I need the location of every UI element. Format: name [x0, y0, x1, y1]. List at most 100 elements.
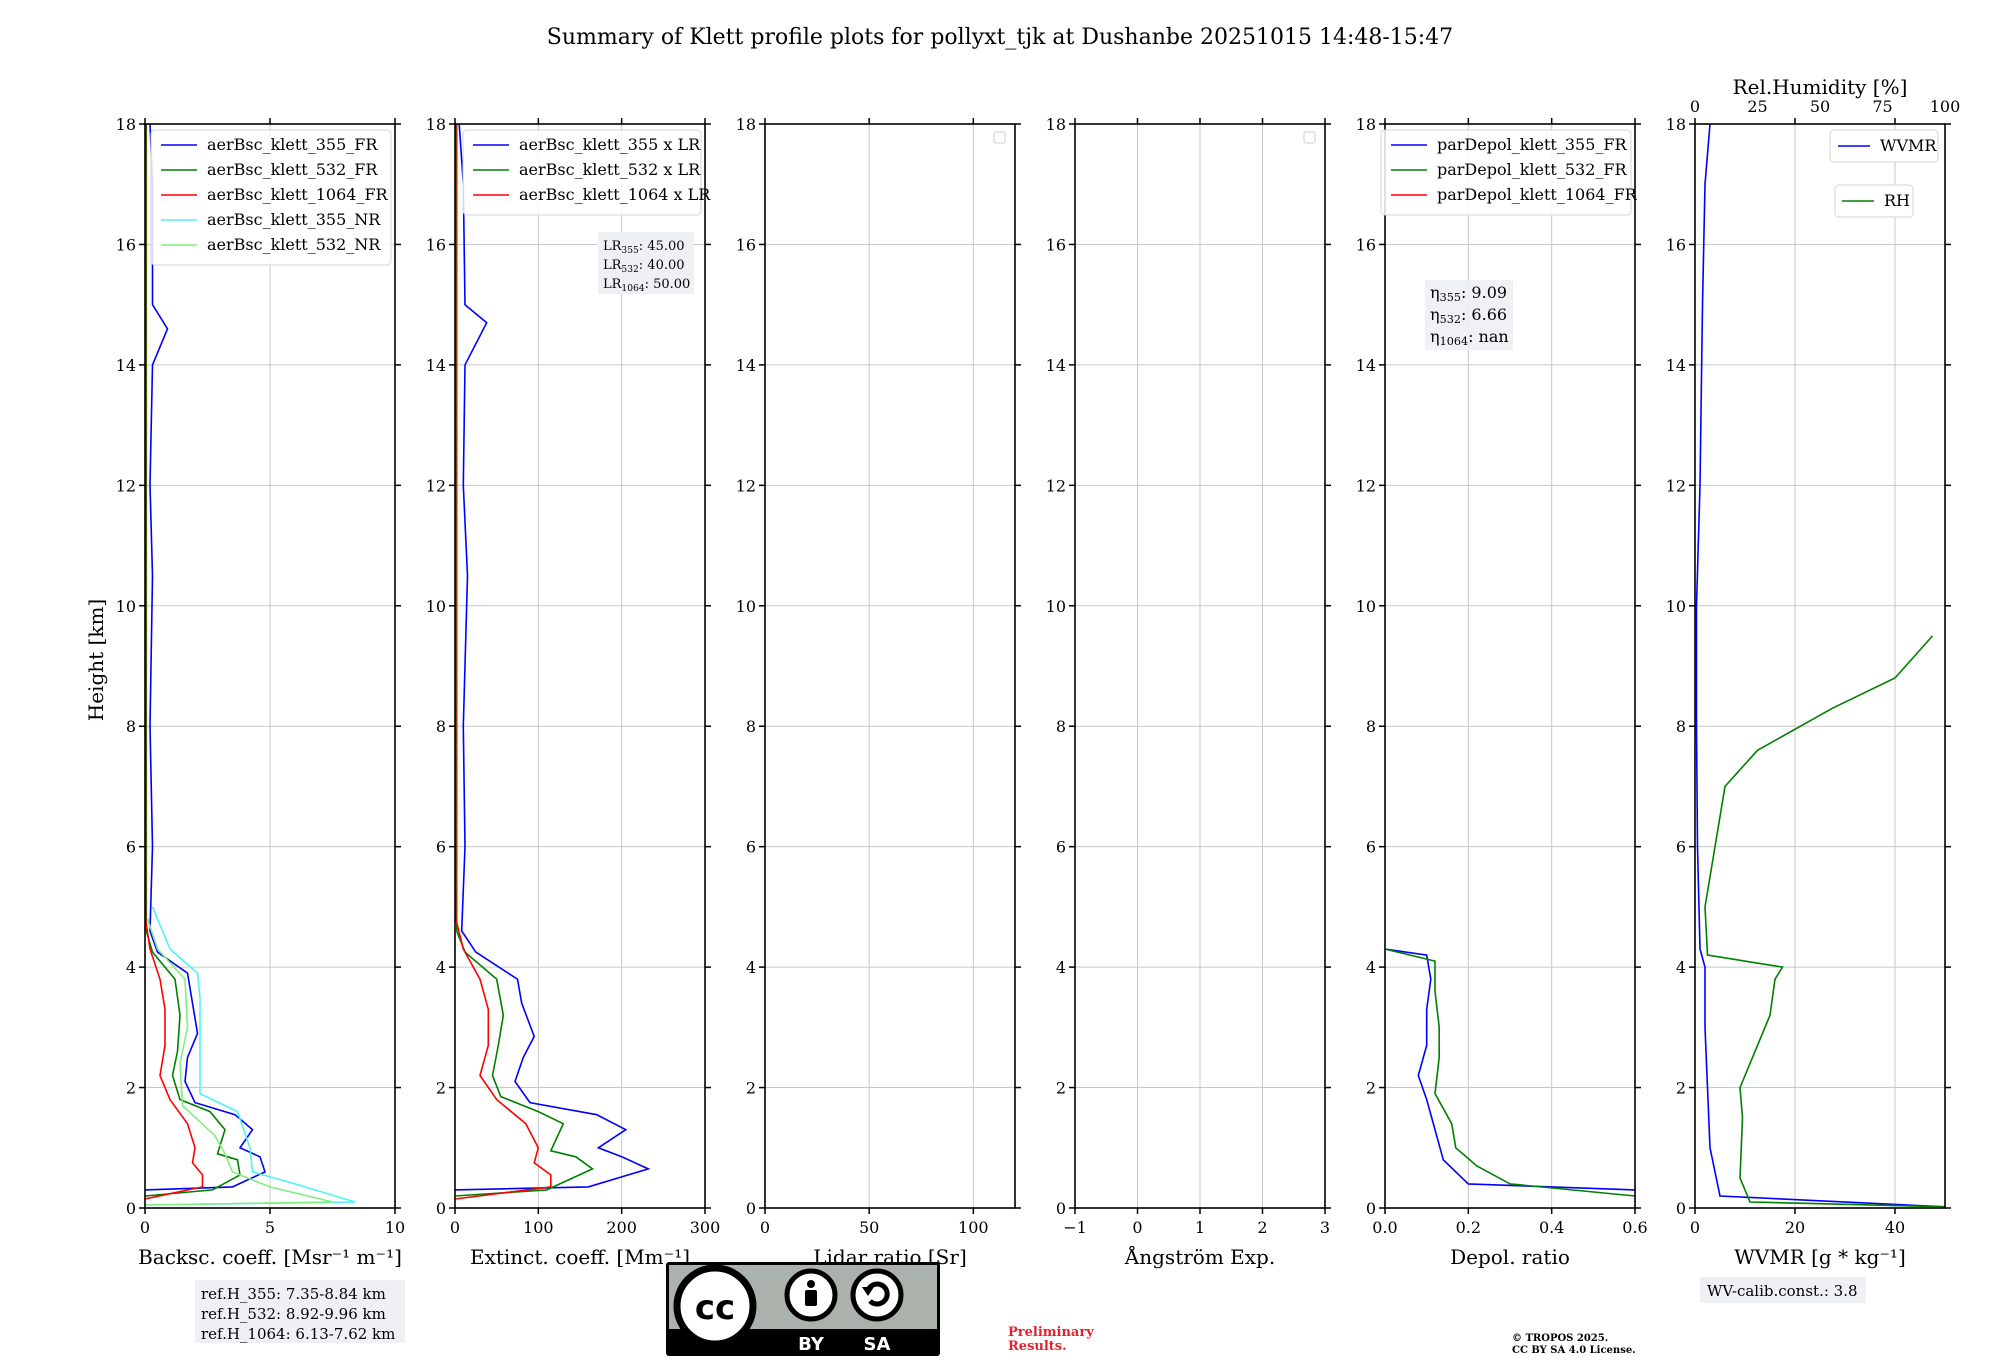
- y-tick-label: 8: [126, 717, 136, 736]
- panels-group: 0 2 4 6 8 10 12 14 16 18 0 5 10 Backsc. coeff. [Msr⁻¹…: [116, 75, 1961, 1269]
- x-tick-label: 0: [1690, 1218, 1700, 1237]
- series-line-1: [455, 124, 651, 1191]
- y-tick-label: 8: [746, 717, 756, 736]
- y-tick-label: 6: [1056, 838, 1066, 857]
- rh-tick-label: 50: [1810, 97, 1830, 116]
- y-tick-label: 0: [436, 1199, 446, 1218]
- x-tick-label: 0.0: [1372, 1218, 1397, 1237]
- x-tick-label: 5: [265, 1218, 275, 1237]
- x-tick-label: 0: [760, 1218, 770, 1237]
- x-tick-label: 0.4: [1539, 1218, 1564, 1237]
- x-tick-label: −1: [1063, 1218, 1087, 1237]
- x-tick-label: 0: [450, 1218, 460, 1237]
- legend-frame: [1380, 129, 1632, 216]
- x-tick-label: 0: [1132, 1218, 1142, 1237]
- y-tick-label: 14: [1356, 356, 1376, 375]
- y-tick-label: 14: [736, 356, 756, 375]
- y-tick-label: 0: [746, 1199, 756, 1218]
- panel-data: [1695, 124, 1945, 1208]
- legend-wvmr-frame: [1829, 129, 1939, 163]
- series-line-1: [145, 124, 266, 1191]
- eta-entry: η355: 9.09: [1430, 283, 1507, 304]
- y-tick-label: 18: [116, 115, 136, 134]
- y-tick-label: 12: [1666, 476, 1686, 495]
- x-axis-label: WVMR [g * kg⁻¹]: [1734, 1245, 1906, 1269]
- y-tick-label: 10: [736, 597, 756, 616]
- x-tick-label: 0.2: [1456, 1218, 1481, 1237]
- copyright-line-2: CC BY SA 4.0 License.: [1512, 1345, 1636, 1356]
- legend-entry: aerBsc_klett_355 x LR: [519, 135, 701, 154]
- y-tick-label: 14: [1046, 356, 1066, 375]
- y-tick-label: 14: [1666, 356, 1686, 375]
- y-tick-label: 2: [126, 1079, 136, 1098]
- legend-entry: aerBsc_klett_532_FR: [207, 160, 378, 179]
- copyright-line-1: © TROPOS 2025.: [1512, 1333, 1608, 1344]
- y-tick-label: 18: [1356, 115, 1376, 134]
- y-tick-label: 16: [116, 235, 136, 254]
- series-line-3: [145, 124, 204, 1200]
- x-tick-label: 10: [385, 1218, 405, 1237]
- y-tick-label: 2: [1676, 1079, 1686, 1098]
- x-tick-label: 100: [958, 1218, 989, 1237]
- eta-entry: η532: 6.66: [1430, 305, 1507, 326]
- y-tick-label: 4: [746, 958, 756, 977]
- legend-entry: aerBsc_klett_1064_FR: [207, 185, 389, 204]
- preliminary-label-2: Results.: [1008, 1339, 1067, 1354]
- y-tick-label: 18: [736, 115, 756, 134]
- x-tick-label: 0: [140, 1218, 150, 1237]
- panel-frame: [1074, 123, 1326, 1209]
- empty-legend: [1303, 131, 1316, 144]
- legend-entry: aerBsc_klett_355_NR: [207, 210, 381, 229]
- panel-frame: [1694, 123, 1946, 1209]
- x-axis-label: Backsc. coeff. [Msr⁻¹ m⁻¹]: [138, 1245, 402, 1269]
- cc-sa-label: SA: [864, 1334, 891, 1355]
- wv-calib-box: WV-calib.const.: 3.8: [1700, 1277, 1866, 1303]
- y-tick-label: 12: [426, 476, 446, 495]
- svg-text:cc: cc: [695, 1288, 735, 1328]
- y-tick-label: 8: [1366, 717, 1376, 736]
- y-tick-label: 16: [736, 235, 756, 254]
- series-line-1: [1695, 124, 1945, 1208]
- y-tick-label: 16: [1666, 235, 1686, 254]
- series-line-3: [455, 124, 552, 1200]
- lidar-ratio-entry: LR1064: 50.00: [603, 277, 690, 294]
- share-alike-icon: [850, 1268, 904, 1322]
- y-tick-label: 12: [736, 476, 756, 495]
- y-tick-label: 0: [1366, 1199, 1376, 1218]
- ref-height-355: ref.H_355: 7.35-8.84 km: [201, 1285, 386, 1303]
- panel-5: 0 2 4 6 8 10 12 14 16 18 0.0 0.2 0.4 0.6 Depol. ratio p…: [1356, 115, 1648, 1269]
- x-axis-label: Depol. ratio: [1450, 1245, 1570, 1269]
- y-tick-label: 6: [126, 838, 136, 857]
- panel-data: [1385, 948, 1635, 1197]
- panel-frame: [1384, 123, 1636, 1209]
- panel-1: 0 2 4 6 8 10 12 14 16 18 0 5 10 Backsc. coeff. [Msr⁻¹…: [116, 115, 406, 1269]
- legend: parDepol_klett_355_FR parDepol_klett_532_…: [1380, 129, 1638, 216]
- y-tick-label: 16: [1356, 235, 1376, 254]
- eta-entry: η1064: nan: [1430, 327, 1509, 348]
- series-line-4: [145, 906, 356, 1206]
- panel-frame: [764, 123, 1016, 1209]
- y-tick-label: 6: [1366, 838, 1376, 857]
- panel-data: [455, 124, 651, 1200]
- y-tick-label: 6: [436, 838, 446, 857]
- preliminary-label-1: Preliminary: [1008, 1325, 1094, 1340]
- ref-height-532: ref.H_532: 8.92-9.96 km: [201, 1305, 386, 1323]
- x-axis-label: Extinct. coeff. [Mm⁻¹]: [470, 1245, 690, 1269]
- y-tick-label: 2: [1366, 1079, 1376, 1098]
- legend-entry: aerBsc_klett_532 x LR: [519, 160, 701, 179]
- legend-wvmr: WVMR: [1829, 129, 1939, 163]
- y-tick-label: 4: [1366, 958, 1376, 977]
- ref-height-1064: ref.H_1064: 6.13-7.62 km: [201, 1325, 395, 1343]
- y-tick-label: 10: [426, 597, 446, 616]
- y-tick-label: 18: [426, 115, 446, 134]
- legend-entry: parDepol_klett_1064_FR: [1437, 185, 1638, 204]
- panel-frame: [144, 123, 396, 1209]
- y-tick-label: 16: [426, 235, 446, 254]
- rh-tick-label: 25: [1747, 97, 1767, 116]
- y-tick-label: 12: [1046, 476, 1066, 495]
- y-tick-label: 4: [436, 958, 446, 977]
- panel-frame: [454, 123, 706, 1209]
